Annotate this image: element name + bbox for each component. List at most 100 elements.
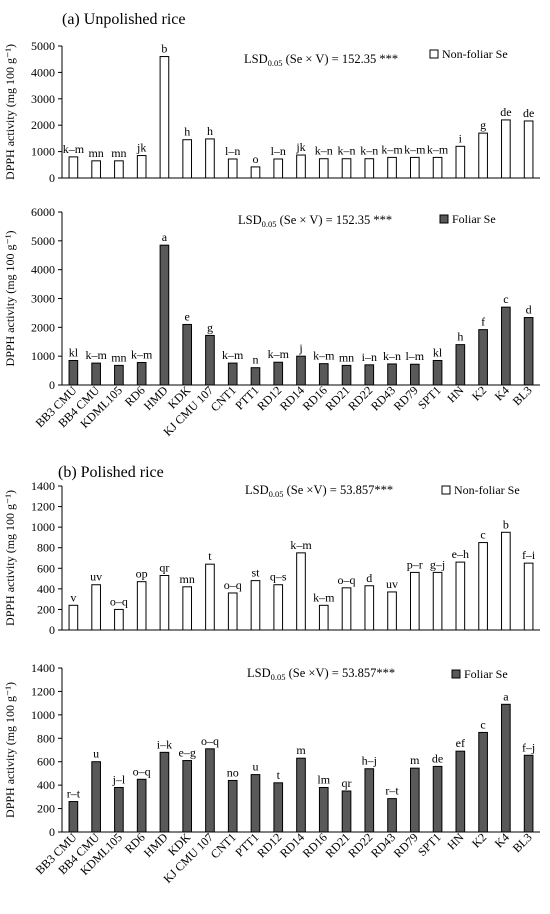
y-tick-label: 2000 [31,320,55,334]
x-category-label: CNT1 [208,383,239,414]
bar-letter-label: o–q [201,734,219,748]
x-category-label: RD79 [391,830,421,860]
x-category-label: K4 [492,830,512,850]
bar [478,731,488,833]
x-category-label: RD21 [322,383,352,413]
x-category-label: RD21 [322,830,352,860]
bar [182,323,193,386]
bar-letter-label: de [500,105,511,119]
bar-letter-label: mn [88,146,103,160]
bar [227,779,238,833]
x-category-label: HMD [141,830,171,860]
bar-letter-label: mn [339,350,354,364]
x-category-label: HN [444,383,466,405]
bar [159,244,170,386]
bar-letter-label: mn [111,146,126,160]
bar [387,156,397,179]
bar-letter-label: h [207,124,213,138]
bar-letter-label: g [207,320,213,334]
bar [455,145,466,179]
lsd-annotation: LSD0.05 (Se ×V) = 53.857*** [247,666,395,682]
bar [227,362,238,386]
bar-letter-label: j [298,341,302,355]
bar [387,591,397,631]
bar [227,158,238,179]
bar [68,156,79,179]
bar [318,786,329,833]
legend-swatch [441,485,451,495]
bar-letter-label: h [184,125,190,139]
bar [432,765,443,833]
bar [387,363,397,386]
bar-letter-label: c [503,292,508,306]
bar-letter-label: m [410,753,420,767]
bar [91,362,101,386]
x-category-label: RD16 [300,830,330,860]
x-category-label: RD43 [368,830,398,860]
y-axis-label: DPPH activity (mg 100 g⁻¹) [3,490,17,626]
bar [273,584,284,631]
bar [114,364,124,386]
bar-letter-label: f [481,315,485,329]
bar [136,155,147,179]
bar-letter-label: c [480,717,485,731]
y-tick-label: 4000 [31,263,55,277]
y-tick-label: 1000 [31,708,55,722]
bar [159,751,170,833]
bar-letter-label: p–r [407,557,423,571]
y-tick-label: 3000 [31,292,55,306]
bar [432,156,443,179]
bar-letter-label: k–m [381,142,403,156]
bar-letter-label: u [93,747,99,761]
bar [250,367,261,386]
x-category-label: BL3 [510,830,535,855]
y-tick-label: 1000 [31,349,55,363]
legend-label: Non-foliar Se [442,47,508,61]
bar [68,604,79,631]
bar [523,317,534,386]
bar-letter-label: jk [136,141,146,155]
bar [364,158,375,179]
bar-letter-label: st [251,566,260,580]
chart-panel-2: 0 1000 2000 3000 4000 5000 6000 DPPH activity (… [3,205,540,439]
bar [182,760,193,833]
bar-letter-label: l–m [405,349,424,363]
bar-letter-label: uv [90,570,102,584]
bar-letter-label: n [252,353,258,367]
x-category-label: RD43 [368,383,398,413]
bar [159,56,170,179]
legend-label: Non-foliar Se [454,483,520,497]
x-category-label: RD12 [254,383,284,413]
lsd-annotation: LSD0.05 (Se × V) = 152.35 *** [238,213,392,229]
bar-letter-label: a [503,689,509,703]
bar [205,748,215,833]
bar-letter-label: k–m [290,538,312,552]
x-category-label: RD22 [345,383,375,413]
bar-letter-label: i–n [362,350,377,364]
section-b-title: (b) Polished rice [58,464,164,481]
y-tick-label: 800 [37,541,55,555]
bar-letter-label: l–n [225,144,240,158]
bar [501,531,511,631]
y-tick-label: 1200 [31,684,55,698]
bar [68,801,79,833]
bar-letter-label: kl [433,345,443,359]
bar [523,562,534,631]
bar-letter-label: e [185,309,190,323]
bar-letter-label: k–m [313,590,335,604]
bar-letter-label: i [459,131,463,145]
bar-letter-label: i–k [157,737,172,751]
bar [136,778,147,833]
y-tick-label: 1400 [31,661,55,675]
bar [250,166,261,179]
y-tick-label: 1000 [31,520,55,534]
bar [364,585,375,631]
bar [273,782,284,833]
bar-letter-label: k–m [131,348,153,362]
bar [296,757,306,833]
y-axis-label: DPPH activity (mg 100 g⁻¹) [3,231,17,367]
bar [501,306,511,386]
bar [501,703,511,833]
x-category-label: HMD [141,383,171,413]
